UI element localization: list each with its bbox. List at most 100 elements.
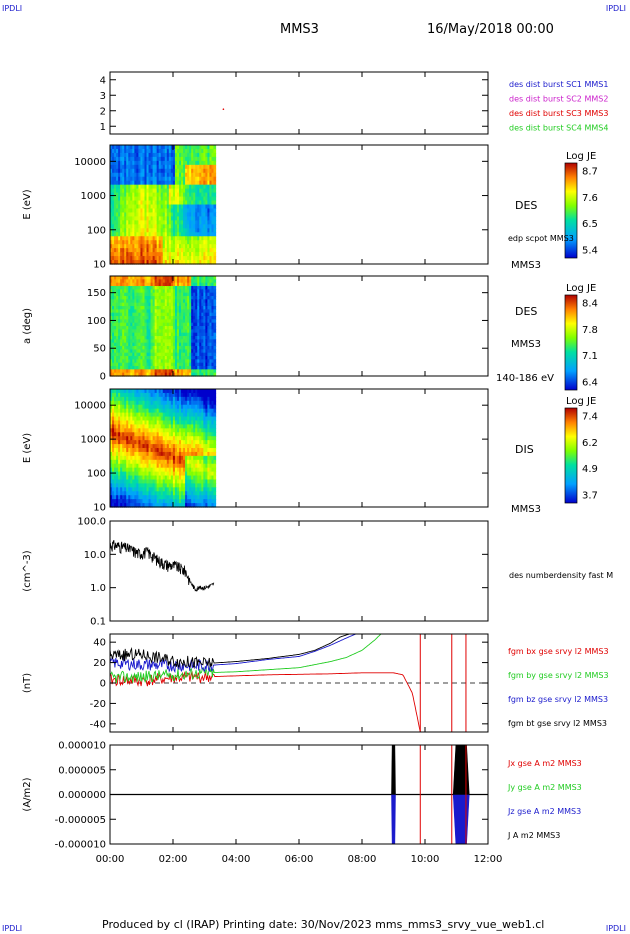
spectrogram-cell bbox=[191, 236, 194, 241]
spectrogram-cell bbox=[207, 156, 211, 162]
spectrogram-cell bbox=[132, 436, 135, 441]
spectrogram-cell bbox=[201, 356, 204, 360]
spectrogram-cell bbox=[138, 471, 142, 477]
spectrogram-cell bbox=[144, 459, 148, 465]
spectrogram-cell bbox=[118, 503, 121, 508]
spectrogram-cell bbox=[114, 279, 117, 284]
spectrogram-cell bbox=[183, 152, 186, 158]
spectrogram-cell bbox=[132, 499, 135, 504]
spectrogram-cell bbox=[150, 448, 154, 453]
spectrogram-cell bbox=[128, 256, 131, 261]
spectrogram-cell bbox=[160, 232, 164, 237]
spectrogram-cell bbox=[199, 336, 202, 340]
spectrogram-cell bbox=[128, 346, 131, 350]
spectrogram-cell bbox=[164, 256, 168, 261]
spectrogram-cell bbox=[132, 366, 135, 370]
spectrogram-cell bbox=[130, 306, 133, 310]
spectrogram-cell bbox=[132, 495, 135, 500]
spectrogram-cell bbox=[203, 448, 206, 453]
spectrogram-cell bbox=[181, 276, 184, 280]
spectrogram-cell bbox=[172, 228, 176, 233]
legend-entry: J A m2 MMS3 bbox=[507, 831, 560, 840]
spectrogram-cell bbox=[120, 503, 123, 508]
spectrogram-cell bbox=[191, 299, 194, 304]
spectrogram-cell bbox=[130, 302, 133, 307]
spectrogram-cell bbox=[193, 316, 196, 320]
spectrogram-cell bbox=[176, 467, 180, 473]
spectrogram-cell bbox=[148, 176, 152, 182]
spectrogram-cell bbox=[178, 176, 182, 182]
spectrogram-cell bbox=[130, 276, 133, 280]
spectrogram-cell bbox=[195, 400, 198, 406]
spectrogram-cell bbox=[154, 224, 158, 229]
spectrogram-cell bbox=[136, 459, 140, 465]
spectrogram-cell bbox=[166, 503, 170, 508]
spectrogram-cell bbox=[170, 424, 174, 429]
spectrogram-cell bbox=[110, 483, 113, 488]
spectrogram-cell bbox=[166, 196, 170, 202]
spectrogram-cell bbox=[166, 326, 170, 330]
spectrogram-cell bbox=[205, 420, 209, 425]
spectrogram-cell bbox=[136, 408, 140, 414]
spectrogram-cell bbox=[174, 196, 178, 202]
spectrogram-cell bbox=[164, 252, 168, 257]
spectrogram-cell bbox=[189, 228, 192, 233]
spectrogram-cell bbox=[150, 329, 154, 334]
spectrogram-cell bbox=[136, 349, 140, 354]
spectrogram-cell bbox=[205, 276, 209, 280]
spectrogram-cell bbox=[134, 372, 137, 377]
spectrogram-cell bbox=[189, 286, 192, 290]
spectrogram-cell bbox=[142, 389, 146, 394]
spectrogram-cell bbox=[181, 228, 184, 233]
spectrogram-cell bbox=[156, 188, 160, 194]
spectrogram-cell bbox=[138, 372, 142, 377]
spectrogram-cell bbox=[150, 212, 154, 217]
spectrogram-cell bbox=[209, 369, 213, 374]
spectrogram-cell bbox=[112, 228, 115, 233]
spectrogram-cell bbox=[142, 306, 146, 310]
y-tick-label: 1000 bbox=[81, 435, 106, 446]
spectrogram-cell bbox=[128, 408, 131, 414]
spectrogram-cell bbox=[181, 444, 184, 449]
spectrogram-cell bbox=[118, 366, 121, 370]
spectrogram-cell bbox=[158, 232, 162, 237]
spectrogram-cell bbox=[193, 432, 196, 437]
spectrogram-cell bbox=[203, 302, 206, 307]
spectrogram-cell bbox=[126, 160, 129, 166]
spectrogram-cell bbox=[207, 180, 211, 186]
spectrogram-cell bbox=[120, 296, 123, 300]
spectrogram-cell bbox=[197, 412, 200, 418]
spectrogram-cell bbox=[209, 200, 213, 206]
spectrogram-cell bbox=[172, 332, 176, 337]
spectrogram-cell bbox=[213, 491, 217, 496]
spectrogram-cell bbox=[185, 404, 188, 410]
spectrogram-cell bbox=[136, 228, 140, 233]
spectrogram-cell bbox=[213, 252, 217, 257]
spectrogram-cell bbox=[187, 495, 190, 500]
spectrogram-cell bbox=[140, 286, 144, 290]
spectrogram-cell bbox=[193, 471, 196, 477]
spectrogram-cell bbox=[191, 346, 194, 350]
spectrogram-cell bbox=[140, 216, 144, 221]
spectrogram-cell bbox=[181, 156, 184, 162]
spectrogram-cell bbox=[140, 479, 144, 484]
spectrogram-cell bbox=[126, 404, 129, 410]
spectrogram-cell bbox=[154, 408, 158, 414]
spectrogram-cell bbox=[199, 228, 202, 233]
spectrogram-cell bbox=[146, 309, 150, 314]
spectrogram-cell bbox=[168, 289, 172, 294]
spectrogram-cell bbox=[203, 188, 206, 194]
spectrogram-cell bbox=[124, 336, 127, 340]
colorbar-tick-label: 3.7 bbox=[582, 491, 598, 502]
spectrogram-cell bbox=[136, 180, 140, 186]
spectrogram-cell bbox=[191, 319, 194, 324]
spectrogram-cell bbox=[144, 339, 148, 344]
spectrogram-cell bbox=[193, 204, 196, 210]
spectrogram-cell bbox=[130, 312, 133, 317]
spectrogram-cell bbox=[174, 396, 178, 402]
spectrogram-cell bbox=[154, 196, 158, 202]
spectrogram-cell bbox=[162, 296, 166, 300]
colorbar-tick-label: 6.5 bbox=[582, 219, 598, 230]
spectrogram-cell bbox=[126, 224, 129, 229]
y-axis-label: a (deg) bbox=[22, 308, 33, 344]
